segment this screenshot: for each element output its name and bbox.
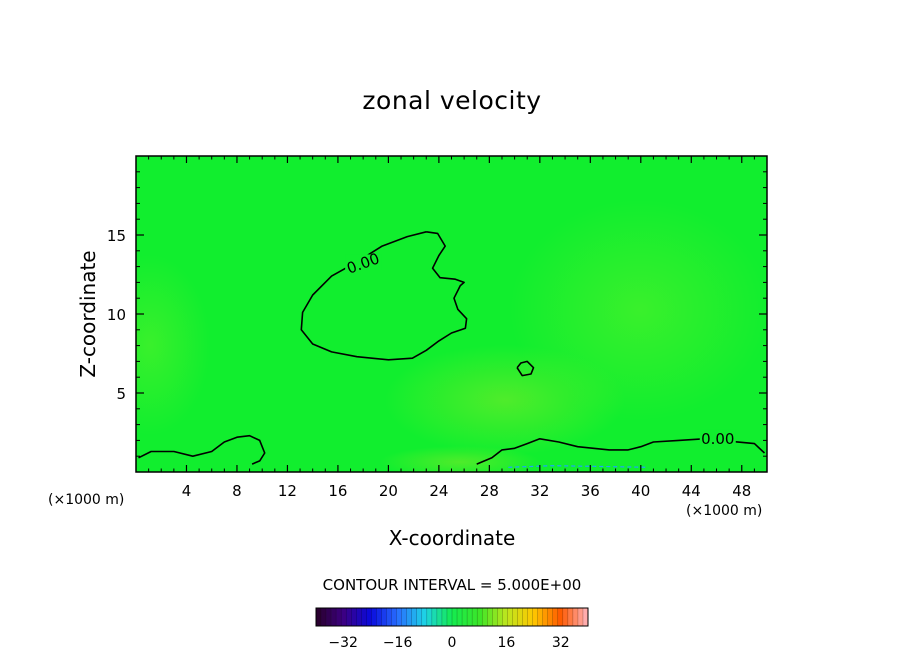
colorbar-cell — [477, 608, 483, 626]
colorbar-cell — [532, 608, 538, 626]
colorbar-cell — [452, 608, 458, 626]
x-tick-label: 28 — [480, 482, 499, 500]
colorbar-cell — [411, 608, 418, 626]
x-tick-label: 8 — [232, 482, 242, 500]
colorbar-cell — [336, 608, 342, 626]
contour-lines — [138, 231, 766, 468]
colorbar-tick-label: 32 — [552, 635, 570, 651]
colorbar-cell — [462, 608, 468, 626]
colorbar-cell — [562, 608, 569, 626]
x-axis-unit-left: (×1000 m) — [48, 492, 125, 508]
x-axis-label: X-coordinate — [388, 526, 516, 550]
axis-ticks — [136, 156, 767, 472]
colorbar-cell — [577, 608, 584, 626]
colorbar-labels: −32 −16 0 16 32 — [328, 635, 569, 651]
chart-title: zonal velocity — [362, 86, 542, 115]
colorbar — [315, 607, 589, 627]
x-tick-label: 40 — [631, 482, 650, 500]
x-tick-label: 48 — [732, 482, 751, 500]
y-tick-label: 5 — [116, 385, 126, 403]
y-tick-label: 10 — [107, 306, 126, 324]
field-blob-bottom — [380, 446, 540, 472]
colorbar-cell — [356, 608, 362, 626]
colorbar-cell — [542, 608, 549, 626]
colorbar-cell — [467, 608, 473, 626]
colorbar-cell — [431, 608, 438, 626]
lower-right-zero-contour — [476, 438, 766, 465]
colorbar-cell — [386, 608, 392, 626]
colorbar-cell — [326, 608, 332, 626]
contour-label-bg — [699, 429, 736, 446]
colorbar-cell — [396, 608, 402, 626]
colorbar-cell — [421, 608, 428, 626]
colorbar-cell — [441, 608, 448, 626]
colorbar-cell — [361, 608, 367, 626]
colorbar-cell — [351, 608, 357, 626]
x-tick-label: 44 — [682, 482, 701, 500]
colorbar-cell — [537, 608, 543, 626]
colorbar-cell — [406, 608, 413, 626]
colorbar-cell — [582, 608, 589, 626]
x-tick-label: 20 — [379, 482, 398, 500]
y-tick-label: 15 — [107, 227, 126, 245]
colorbar-cell — [572, 608, 579, 626]
colorbar-cell — [482, 608, 488, 626]
colorbar-cell — [316, 608, 322, 626]
colorbar-cell — [371, 608, 377, 626]
x-axis-unit-right: (×1000 m) — [686, 503, 763, 519]
colorbar-cell — [341, 608, 347, 626]
field-blob-center — [385, 345, 625, 455]
colorbar-cell — [416, 608, 423, 626]
colorbar-cell — [457, 608, 463, 626]
colorbar-cell — [522, 608, 528, 626]
colorbar-tick-label: 16 — [497, 635, 515, 651]
colorbar-cell — [527, 608, 533, 626]
colorbar-cell — [517, 608, 523, 626]
colorbar-tick-label: −32 — [328, 635, 358, 651]
colorbar-tick-label: 0 — [448, 635, 457, 651]
x-tick-label: 12 — [278, 482, 297, 500]
colorbar-tick-label: −16 — [383, 635, 413, 651]
colorbar-cell — [502, 608, 508, 626]
colorbar-frame — [315, 607, 589, 627]
colorbar-cell — [426, 608, 433, 626]
colorbar-cell — [401, 608, 407, 626]
colorbar-cell — [366, 608, 372, 626]
colorbar-cell — [487, 608, 493, 626]
colorbar-cell — [321, 608, 327, 626]
colorbar-cell — [381, 608, 387, 626]
small-closed-zero-contour — [516, 360, 535, 377]
x-tick-label: 4 — [182, 482, 192, 500]
colorbar-cell — [497, 608, 503, 626]
contour-label: 0.00 — [701, 430, 734, 448]
colorbar-cell — [446, 608, 453, 626]
colorbar-cell — [472, 608, 478, 626]
dashed-negative-contour — [508, 465, 648, 468]
field-blob-left — [136, 255, 210, 435]
colorbar-cell — [567, 608, 574, 626]
x-tick-label: 16 — [328, 482, 347, 500]
contour-labels: 0.000.00 — [344, 249, 736, 448]
colorbar-cell — [436, 608, 443, 626]
colorbar-cell — [557, 608, 564, 626]
colorbar-cell — [547, 608, 554, 626]
contour-label-bg — [345, 254, 382, 271]
colorbar-cell — [376, 608, 382, 626]
field-shading — [136, 200, 767, 472]
x-tick-label: 36 — [581, 482, 600, 500]
x-tick-label: 32 — [530, 482, 549, 500]
colorbar-cell — [391, 608, 397, 626]
colorbar-cell — [331, 608, 337, 626]
upper-closed-zero-contour — [300, 231, 468, 361]
colorbar-cell — [492, 608, 498, 626]
contour-interval-text: CONTOUR INTERVAL = 5.000E+00 — [322, 576, 582, 594]
lower-left-zero-contour — [138, 434, 266, 465]
colorbar-cell — [512, 608, 518, 626]
colorbar-cell — [552, 608, 559, 626]
colorbar-cell — [507, 608, 513, 626]
colorbar-cell — [346, 608, 352, 626]
x-tick-label: 24 — [429, 482, 448, 500]
